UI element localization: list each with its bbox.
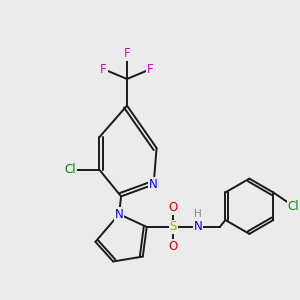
- Text: N: N: [194, 220, 203, 233]
- Text: H: H: [194, 209, 202, 219]
- Text: N: N: [115, 208, 124, 220]
- Text: Cl: Cl: [64, 163, 76, 176]
- Text: O: O: [169, 201, 178, 214]
- Text: F: F: [124, 47, 130, 60]
- Text: Cl: Cl: [288, 200, 299, 213]
- Text: N: N: [149, 178, 158, 191]
- Text: O: O: [169, 240, 178, 253]
- Text: S: S: [170, 220, 177, 233]
- Text: F: F: [100, 63, 106, 76]
- Text: F: F: [147, 63, 154, 76]
